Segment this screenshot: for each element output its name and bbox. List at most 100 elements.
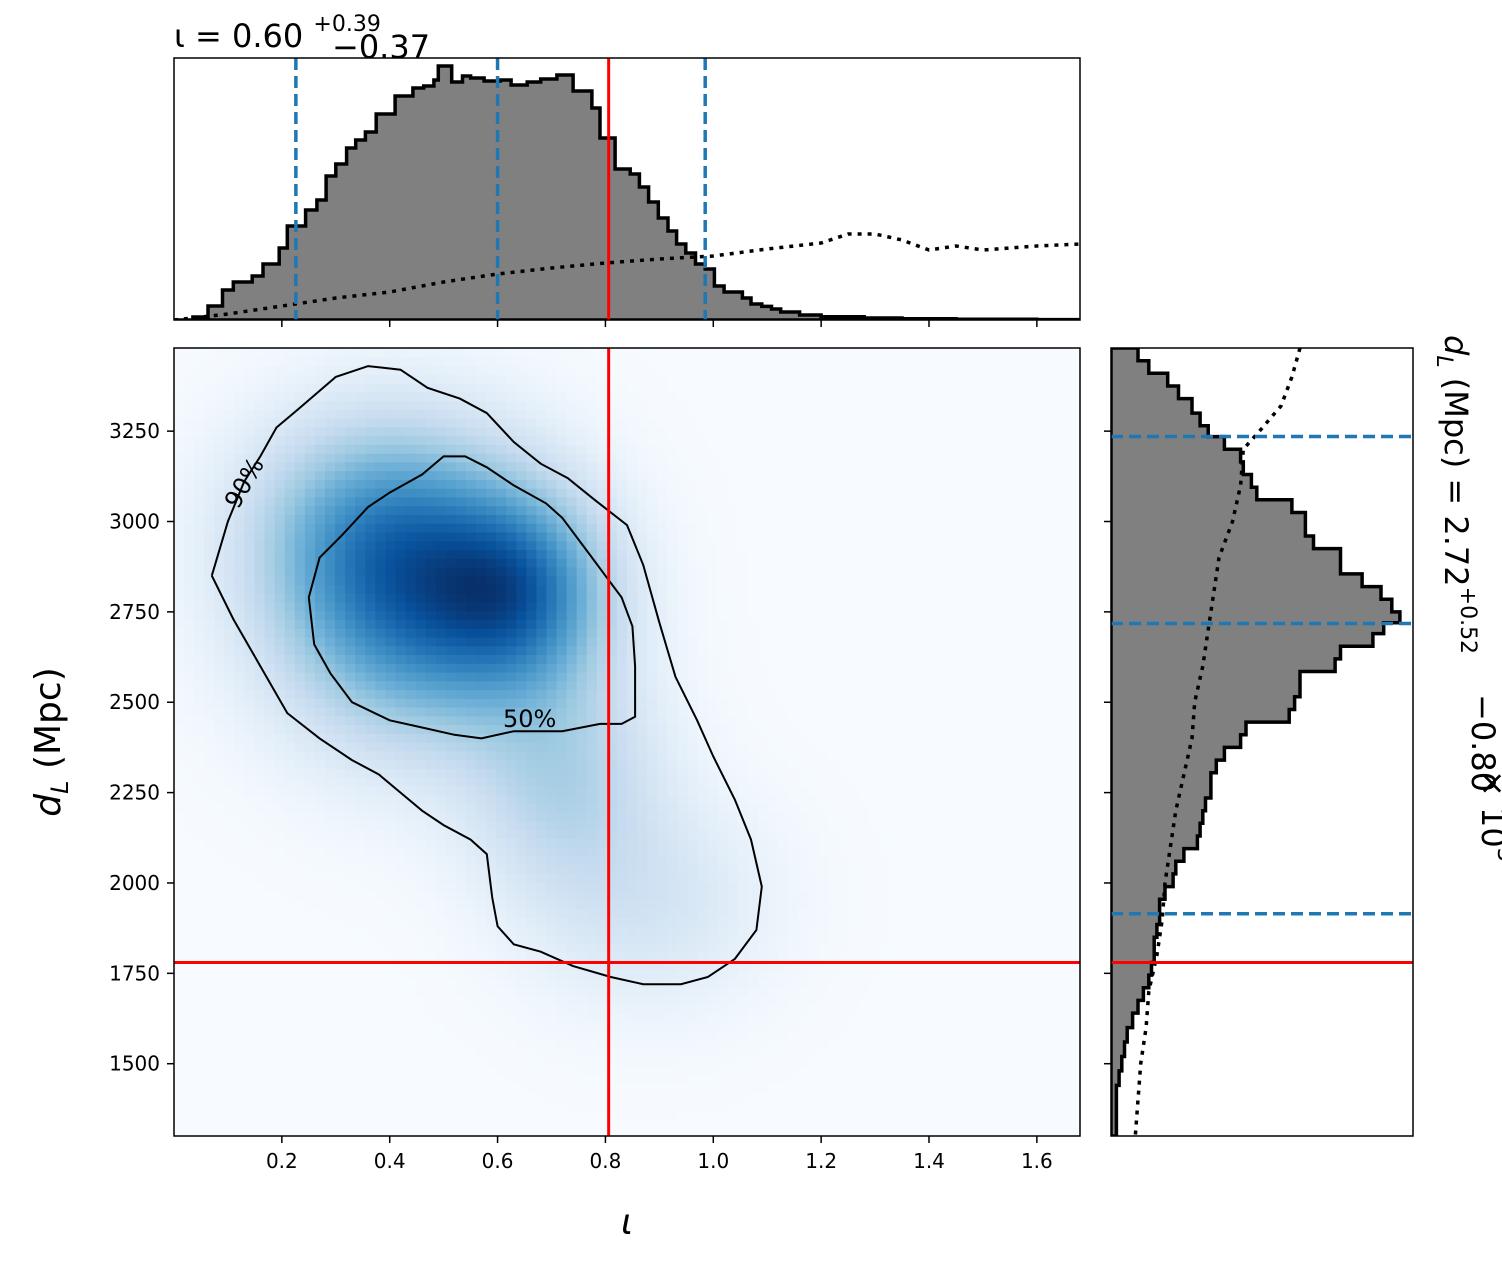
density-cell: [194, 1048, 205, 1058]
density-cell: [264, 724, 276, 734]
density-cell: [476, 461, 487, 472]
density-cell: [325, 952, 336, 962]
density-cell: [697, 706, 709, 717]
density-cell: [576, 584, 588, 594]
density-cell: [385, 803, 397, 813]
density-cell: [455, 1127, 467, 1136]
density-cell: [526, 803, 537, 813]
density-cell: [506, 584, 517, 594]
density-cell: [536, 479, 548, 489]
density-cell: [486, 1127, 497, 1136]
density-cell: [707, 1083, 719, 1093]
density-cell: [304, 435, 316, 445]
density-cell: [606, 540, 618, 550]
density-cell: [425, 575, 437, 585]
density-cell: [314, 1118, 326, 1128]
density-cell: [556, 715, 568, 726]
density-cell: [687, 374, 699, 384]
density-cell: [435, 925, 447, 936]
density-cell: [657, 1013, 668, 1023]
density-cell: [204, 514, 215, 524]
density-cell: [244, 1013, 256, 1023]
density-cell: [657, 934, 668, 944]
density-cell: [204, 899, 215, 909]
density-cell: [616, 1022, 628, 1032]
density-cell: [375, 899, 386, 909]
density-cell: [335, 496, 346, 507]
density-cell: [486, 785, 497, 796]
density-cell: [455, 768, 467, 778]
density-cell: [647, 549, 658, 559]
density-cell: [536, 838, 548, 848]
density-cell: [355, 488, 366, 498]
density-cell: [677, 934, 688, 944]
density-cell: [345, 855, 356, 866]
density-cell: [425, 680, 437, 691]
density-cell: [415, 400, 427, 410]
density-cell: [586, 777, 598, 787]
density-cell: [365, 1118, 376, 1128]
density-cell: [687, 820, 699, 831]
density-cell: [304, 794, 316, 804]
density-cell: [204, 960, 215, 971]
density-cell: [476, 724, 487, 734]
density-cell: [677, 1057, 688, 1067]
density-cell: [325, 575, 336, 585]
density-cell: [606, 671, 618, 682]
density-cell: [294, 444, 306, 454]
density-cell: [234, 593, 246, 603]
density-cell: [395, 689, 407, 699]
density-cell: [647, 391, 658, 402]
density-cell: [516, 435, 527, 445]
density-cell: [234, 453, 246, 463]
density-cell: [707, 829, 719, 839]
density-cell: [284, 899, 296, 909]
density-cell: [214, 750, 225, 761]
density-cell: [657, 1065, 668, 1076]
density-cell: [194, 479, 205, 489]
density-cell: [576, 505, 588, 515]
density-cell: [385, 820, 397, 831]
density-cell: [224, 566, 235, 577]
density-cell: [294, 1109, 306, 1120]
density-cell: [174, 610, 185, 621]
density-cell: [576, 1030, 588, 1041]
density-cell: [687, 558, 699, 568]
density-cell: [627, 540, 638, 550]
density-cell: [627, 470, 638, 480]
density-cell: [375, 453, 386, 463]
density-cell: [616, 978, 628, 988]
density-cell: [254, 750, 266, 761]
density-cell: [546, 663, 558, 673]
density-cell: [294, 645, 306, 656]
density-cell: [486, 987, 497, 997]
density-cell: [687, 829, 699, 839]
density-cell: [365, 820, 376, 831]
density-cell: [476, 969, 487, 979]
density-cell: [395, 479, 407, 489]
density-cell: [526, 426, 537, 437]
density-cell: [375, 514, 386, 524]
density-cell: [224, 724, 235, 734]
density-cell: [576, 1057, 588, 1067]
density-cell: [687, 523, 699, 533]
density-cell: [496, 453, 507, 463]
density-cell: [717, 383, 729, 393]
density-cell: [274, 575, 286, 585]
density-cell: [536, 558, 548, 568]
density-cell: [606, 969, 618, 979]
density-cell: [586, 671, 598, 682]
density-cell: [546, 838, 558, 848]
density-cell: [627, 952, 638, 962]
density-cell: [244, 575, 256, 585]
density-cell: [697, 1092, 709, 1102]
density-cell: [647, 1127, 658, 1136]
density-cell: [224, 750, 235, 761]
density-cell: [496, 1039, 507, 1050]
density-cell: [174, 1048, 185, 1058]
density-cell: [647, 1083, 658, 1093]
density-cell: [244, 689, 256, 699]
density-cell: [244, 348, 256, 358]
density-cell: [304, 768, 316, 778]
density-cell: [616, 523, 628, 533]
